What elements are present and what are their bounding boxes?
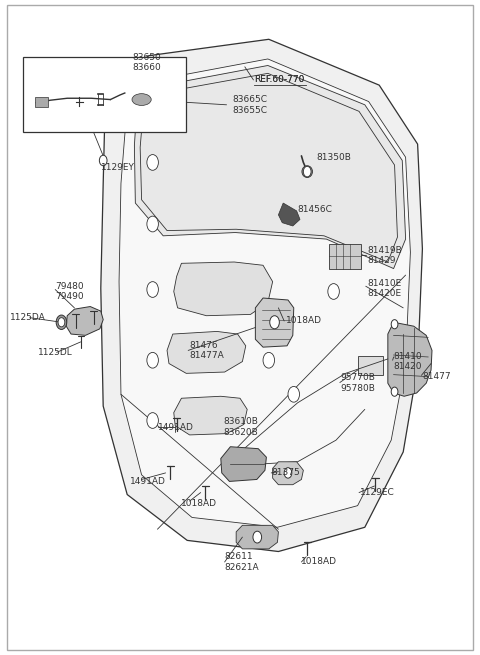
Polygon shape: [388, 322, 432, 396]
Circle shape: [391, 387, 398, 396]
Text: 81410E
81420E: 81410E 81420E: [367, 278, 401, 298]
Text: 83665C
83655C: 83665C 83655C: [233, 95, 268, 115]
Text: 81375: 81375: [271, 468, 300, 477]
Polygon shape: [66, 307, 103, 335]
Circle shape: [263, 352, 275, 368]
Text: 95770B
95780B: 95770B 95780B: [341, 373, 376, 393]
Bar: [329, 244, 361, 269]
Polygon shape: [273, 462, 303, 485]
Circle shape: [391, 320, 398, 329]
Text: 1125DL: 1125DL: [38, 348, 73, 357]
Text: 81477: 81477: [422, 372, 451, 381]
Text: 79480
79490: 79480 79490: [55, 282, 84, 301]
Text: 1491AD: 1491AD: [158, 422, 194, 432]
Text: 1129EC: 1129EC: [360, 488, 395, 497]
Ellipse shape: [132, 94, 151, 105]
Text: 1129EY: 1129EY: [101, 162, 134, 172]
Circle shape: [253, 531, 262, 543]
Polygon shape: [119, 59, 410, 527]
Circle shape: [288, 386, 300, 402]
Text: 81456C: 81456C: [298, 205, 333, 214]
Circle shape: [147, 155, 158, 170]
Text: 81476
81477A: 81476 81477A: [190, 341, 224, 360]
Bar: [23, 57, 186, 132]
Polygon shape: [236, 525, 278, 549]
Circle shape: [99, 155, 107, 166]
Text: 82611
82621A: 82611 82621A: [225, 552, 259, 572]
Text: 1491AD: 1491AD: [130, 477, 166, 486]
Text: REF.60-770: REF.60-770: [254, 75, 305, 84]
Polygon shape: [134, 66, 406, 269]
Circle shape: [147, 352, 158, 368]
Text: 81419B
81429: 81419B 81429: [367, 246, 402, 265]
Circle shape: [303, 166, 311, 177]
Circle shape: [328, 284, 339, 299]
Text: REF.60-770: REF.60-770: [254, 75, 305, 84]
Text: 1125DA: 1125DA: [10, 313, 45, 322]
Text: 83610B
83620B: 83610B 83620B: [223, 417, 258, 437]
Text: 81410
81420: 81410 81420: [394, 352, 422, 371]
Polygon shape: [174, 262, 273, 316]
Polygon shape: [174, 396, 247, 435]
Text: 81350B: 81350B: [317, 153, 352, 162]
Text: 1018AD: 1018AD: [181, 498, 217, 508]
Polygon shape: [221, 447, 266, 481]
Polygon shape: [255, 298, 294, 347]
Circle shape: [58, 318, 65, 327]
Circle shape: [147, 216, 158, 232]
Text: 1018AD: 1018AD: [286, 316, 322, 326]
Bar: [358, 356, 383, 375]
Ellipse shape: [56, 315, 67, 329]
Circle shape: [284, 468, 292, 478]
Ellipse shape: [302, 166, 312, 178]
Bar: [35, 97, 48, 107]
Circle shape: [147, 413, 158, 428]
Text: 1018AD: 1018AD: [301, 557, 337, 567]
Polygon shape: [167, 331, 246, 373]
Circle shape: [147, 282, 158, 297]
Circle shape: [270, 316, 279, 329]
Text: 83650
83660: 83650 83660: [132, 52, 161, 72]
Polygon shape: [101, 39, 422, 552]
Polygon shape: [278, 203, 300, 226]
